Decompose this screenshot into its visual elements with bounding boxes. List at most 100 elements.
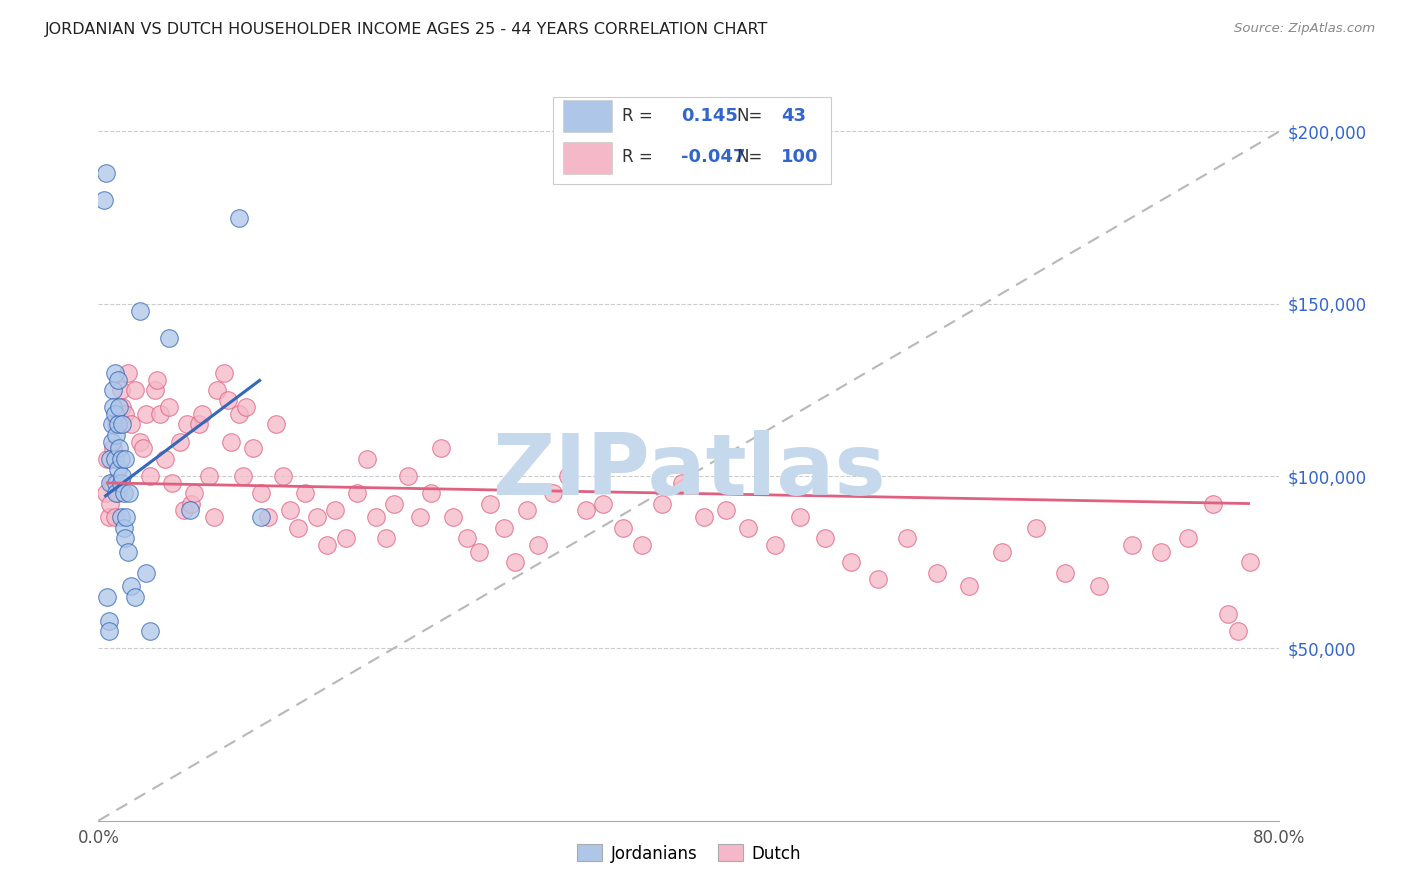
Point <box>107 486 129 500</box>
Point <box>1216 607 1239 621</box>
Point <box>135 407 157 421</box>
Point <box>235 400 257 414</box>
Point <box>105 427 128 442</box>
Point <box>114 451 136 466</box>
Point <box>382 497 405 511</box>
Point <box>316 538 339 552</box>
Point <box>97 624 120 639</box>
Point <box>612 521 634 535</box>
Point <box>527 538 550 552</box>
Point <box>105 486 128 500</box>
Text: 0.145: 0.145 <box>681 106 738 125</box>
FancyBboxPatch shape <box>562 142 612 174</box>
Point <box>280 503 302 517</box>
Point <box>478 497 501 511</box>
Point <box>179 503 201 517</box>
Point <box>107 462 129 476</box>
Point <box>866 573 889 587</box>
Point <box>143 383 166 397</box>
Point <box>841 555 863 569</box>
Point <box>1025 521 1047 535</box>
Point <box>356 451 378 466</box>
Point <box>198 469 221 483</box>
Text: N=: N= <box>737 148 762 166</box>
Point <box>98 451 121 466</box>
Point <box>457 531 479 545</box>
Point <box>107 417 129 432</box>
Point <box>191 407 214 421</box>
Point <box>103 400 125 414</box>
Point <box>103 383 125 397</box>
Point <box>97 614 120 628</box>
Legend: Jordanians, Dutch: Jordanians, Dutch <box>571 838 807 869</box>
Point <box>763 538 786 552</box>
Point <box>294 486 316 500</box>
Point <box>146 372 169 386</box>
Point <box>112 486 135 500</box>
Point <box>959 579 981 593</box>
Point <box>183 486 205 500</box>
Point <box>111 417 134 432</box>
Point <box>1239 555 1261 569</box>
Point <box>346 486 368 500</box>
Point <box>398 469 420 483</box>
Point <box>132 442 155 456</box>
Point <box>419 486 441 500</box>
Point <box>107 372 129 386</box>
Point <box>180 497 202 511</box>
Point <box>100 417 122 432</box>
Point <box>232 469 254 483</box>
Point <box>103 442 125 456</box>
Point <box>104 510 127 524</box>
Point <box>135 566 157 580</box>
Point <box>516 503 538 517</box>
Point <box>1227 624 1250 639</box>
Point <box>651 497 673 511</box>
Point <box>814 531 837 545</box>
Point <box>96 451 118 466</box>
Point <box>1177 531 1199 545</box>
Point <box>441 510 464 524</box>
Point <box>592 497 614 511</box>
Point <box>323 503 346 517</box>
Point <box>114 407 136 421</box>
Text: 43: 43 <box>782 106 806 125</box>
FancyBboxPatch shape <box>553 96 831 184</box>
Point <box>173 503 195 517</box>
Point <box>364 510 387 524</box>
Point <box>118 486 141 500</box>
Point <box>128 303 150 318</box>
Point <box>110 383 132 397</box>
Point <box>105 417 128 432</box>
Point <box>228 211 250 225</box>
Point <box>250 486 273 500</box>
Point <box>114 531 136 545</box>
Point <box>468 545 491 559</box>
Point <box>228 407 250 421</box>
Point <box>149 407 172 421</box>
Point <box>139 624 162 639</box>
Point <box>110 451 132 466</box>
Point <box>714 503 737 517</box>
Point <box>97 510 120 524</box>
Point <box>111 469 134 483</box>
Point <box>115 510 138 524</box>
Point <box>630 538 652 552</box>
Point <box>242 442 264 456</box>
Point <box>94 166 117 180</box>
Point <box>217 393 239 408</box>
Point <box>271 469 294 483</box>
Point <box>1054 566 1077 580</box>
Point <box>430 442 453 456</box>
Point <box>100 475 122 490</box>
Point <box>187 417 209 432</box>
Point <box>212 366 235 380</box>
Point <box>139 469 162 483</box>
Point <box>409 510 432 524</box>
Point <box>1202 497 1225 511</box>
Point <box>305 510 328 524</box>
Point <box>202 510 225 524</box>
Point <box>375 531 398 545</box>
Point <box>120 579 142 593</box>
Text: N=: N= <box>737 106 762 125</box>
